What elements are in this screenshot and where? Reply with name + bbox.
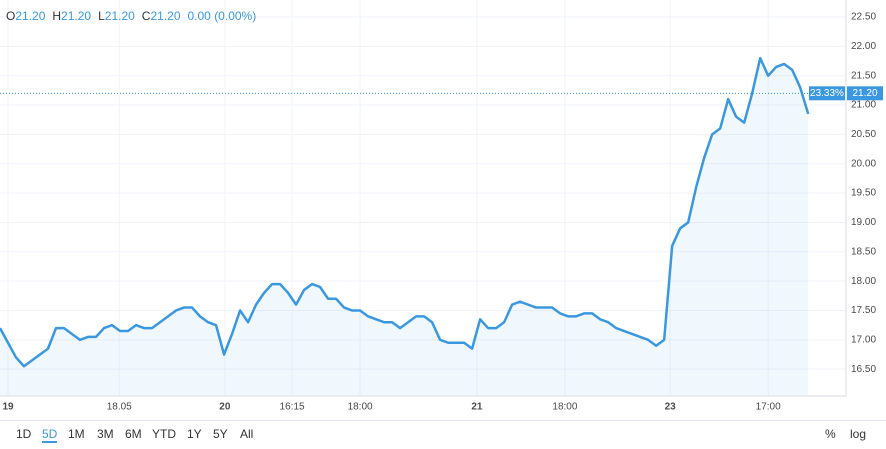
x-tick-label: 20 (219, 402, 231, 413)
ohlc-value: 21.20 (104, 9, 135, 23)
x-tick-label: 18.05 (107, 402, 132, 413)
ohlc-value: 21.20 (61, 9, 92, 23)
range-button[interactable]: 3M (97, 427, 114, 441)
y-tick-label: 17.50 (851, 305, 876, 316)
range-button[interactable]: All (240, 427, 254, 441)
y-tick-label: 17.00 (851, 334, 876, 345)
y-tick-label: 20.00 (851, 158, 876, 169)
scale-toggle[interactable]: log (850, 427, 867, 441)
ohlc-key: O (6, 9, 16, 23)
range-button[interactable]: 1Y (187, 427, 202, 441)
range-toolbar: 1D 5D 1M 3M 6M YTD 1Y 5Y All% log (0, 420, 886, 449)
x-tick-label: 19 (2, 402, 14, 413)
ohlc-key: H (52, 9, 62, 23)
y-tick-label: 20.50 (851, 129, 876, 140)
scale-toggle[interactable]: % (825, 427, 836, 441)
x-tick-label: 18:00 (348, 402, 373, 413)
price-line (0, 56, 810, 368)
ohlc-key: L (98, 9, 105, 23)
x-tick-label: 17:00 (756, 402, 781, 413)
change-tag (809, 86, 845, 101)
y-tick-label: 22.50 (851, 12, 876, 23)
range-button[interactable]: 1M (68, 427, 85, 441)
ohlc-legend: O 21.20 H 21.20 L 21.20 C 21.20 0.00 (0.00%) (6, 9, 256, 23)
y-tick-label: 21.00 (851, 100, 876, 111)
y-tick-label: 18.50 (851, 246, 876, 257)
ohlc-value: 21.20 (150, 9, 181, 23)
range-button[interactable]: 6M (125, 427, 142, 441)
chart: 16.50 17.00 17.50 18.00 18.50 19.00 19.50 20.00… (0, 0, 883, 413)
y-tick-label: 21.50 (851, 70, 876, 81)
range-button[interactable]: 5Y (213, 427, 228, 441)
ohlc-value: 21.20 (15, 9, 46, 23)
y-tick-label: 22.00 (851, 41, 876, 52)
x-tick-label: 21 (471, 402, 483, 413)
x-tick-label: 18:00 (552, 402, 577, 413)
change-value: 0.00 (0.00%) (187, 9, 257, 23)
area (0, 58, 809, 395)
x-tick-label: 16:15 (280, 402, 305, 413)
price-tag (847, 86, 883, 101)
range-button[interactable]: 5D (42, 427, 58, 443)
y-tick-label: 16.50 (851, 364, 876, 375)
price-tag-label: 21.20 (852, 88, 877, 99)
range-button[interactable]: 1D (16, 427, 32, 441)
ohlc-key: C (141, 9, 151, 23)
range-button[interactable]: YTD (152, 427, 176, 441)
y-tick-label: 19.50 (851, 188, 876, 199)
change-tag-label: 23.33% (810, 88, 844, 99)
y-tick-label: 19.00 (851, 217, 876, 228)
x-tick-label: 23 (665, 402, 677, 413)
y-tick-label: 18.00 (851, 276, 876, 287)
